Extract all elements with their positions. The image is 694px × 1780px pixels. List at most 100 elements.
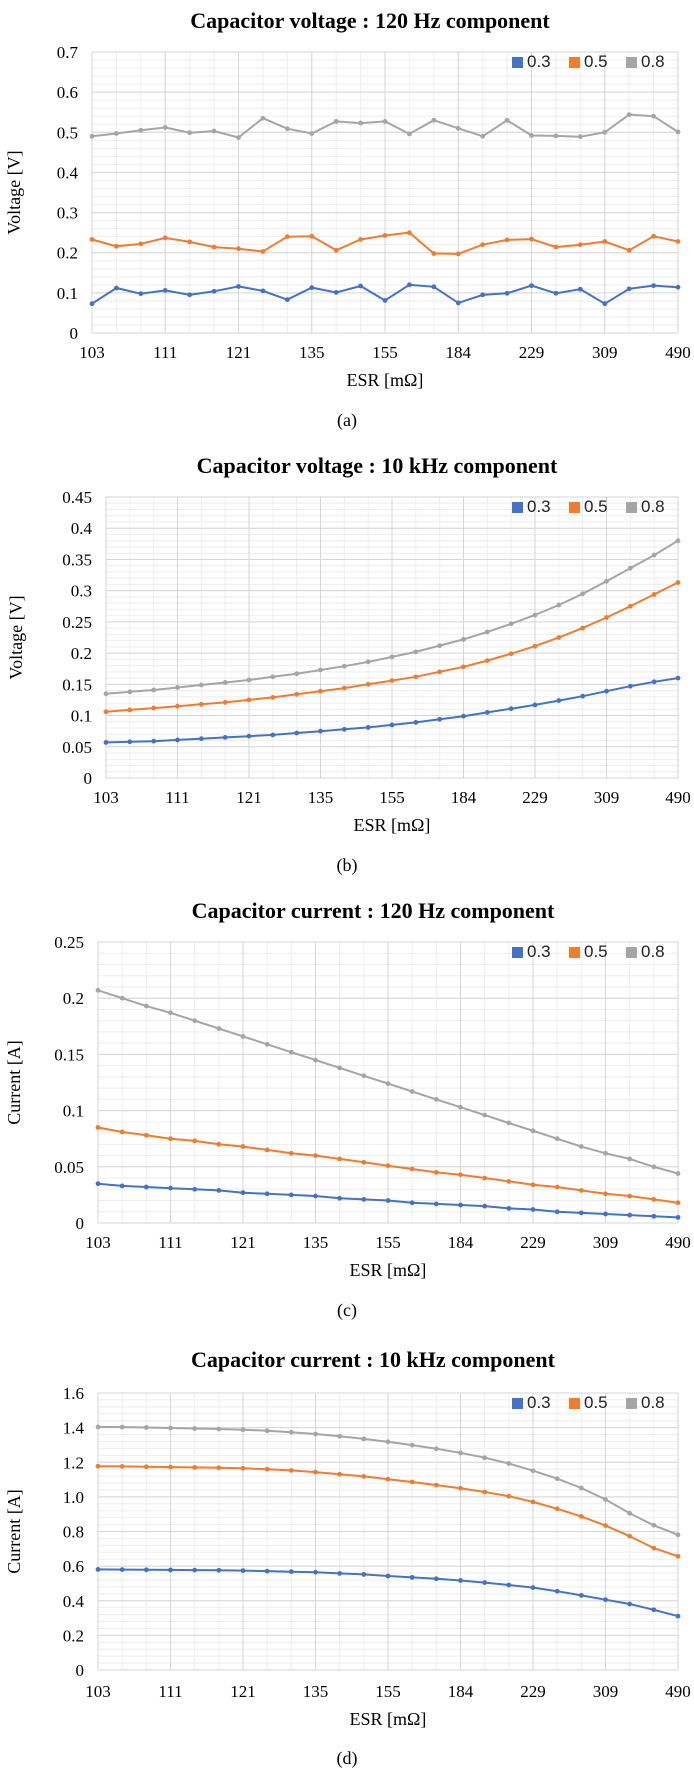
data-point: [604, 615, 609, 620]
x-tick-label: 229: [520, 1233, 546, 1252]
y-tick-label: 0.25: [62, 613, 92, 632]
data-point: [341, 663, 347, 669]
data-point: [294, 671, 300, 677]
y-tick-label: 1.2: [63, 1453, 84, 1472]
data-point: [89, 301, 95, 307]
x-axis-label-a: ESR [mΩ]: [347, 370, 424, 390]
data-point: [458, 1485, 463, 1491]
data-point: [484, 710, 490, 715]
legend-swatch-0.3: [512, 57, 523, 68]
chart-panel-c: 0 0.05 0.1 0.15 0.2 0.25 103 111 121 135 155 184 229…: [0, 890, 694, 1290]
x-tick-label: 309: [593, 1682, 619, 1701]
data-point: [103, 740, 109, 745]
data-point: [240, 1427, 246, 1433]
y-tick-label: 1.6: [63, 1384, 84, 1403]
data-point: [651, 1607, 657, 1613]
data-point: [409, 1442, 415, 1448]
data-point: [222, 680, 228, 685]
data-point: [365, 681, 371, 687]
data-point: [413, 649, 419, 655]
chart-title-c: Capacitor current : 120 Hz component: [192, 898, 555, 923]
data-point: [530, 1468, 536, 1474]
data-point: [577, 134, 583, 140]
data-point: [482, 1580, 488, 1585]
data-point: [385, 1573, 391, 1579]
data-point: [578, 1592, 584, 1598]
data-point: [651, 679, 657, 685]
data-point: [556, 602, 562, 608]
data-point: [602, 129, 608, 135]
legend-swatch-0.5: [569, 502, 580, 513]
data-point: [482, 1175, 488, 1181]
data-point: [675, 1553, 681, 1559]
data-point: [211, 244, 217, 250]
data-point: [143, 1003, 149, 1009]
data-point: [675, 1613, 681, 1619]
x-tick-label: 121: [230, 1682, 256, 1701]
data-point: [309, 131, 315, 136]
data-point: [95, 1567, 101, 1572]
data-point: [313, 1569, 318, 1575]
x-tick-label: 229: [519, 343, 545, 362]
data-point: [385, 1439, 391, 1445]
data-point: [433, 1201, 439, 1207]
x-tick-label: 184: [448, 1233, 474, 1252]
data-point: [236, 284, 241, 289]
data-point: [337, 1433, 343, 1439]
data-point: [651, 233, 656, 239]
data-point: [162, 235, 168, 241]
legend-label-0.3: 0.3: [527, 52, 551, 71]
data-point: [284, 126, 290, 132]
caption-d: (d): [336, 1748, 358, 1768]
data-point: [651, 552, 657, 558]
data-point: [577, 286, 583, 292]
data-point: [675, 538, 681, 544]
data-point: [103, 709, 109, 715]
data-point: [626, 286, 632, 292]
legend-swatch-0.5: [569, 947, 580, 958]
data-point: [603, 1211, 608, 1217]
chart-c-svg: 0 0.05 0.1 0.15 0.2 0.25 103 111 121 135 155 184 229…: [4, 898, 691, 1280]
data-point: [480, 292, 486, 298]
data-point: [361, 1474, 367, 1479]
chart-title-b: Capacitor voltage : 10 kHz component: [197, 453, 558, 478]
data-point: [361, 1436, 367, 1442]
data-point: [127, 707, 133, 713]
data-point: [651, 592, 657, 597]
data-point: [222, 735, 228, 740]
x-tick-label: 490: [665, 788, 691, 807]
data-point: [530, 1128, 536, 1134]
data-point: [675, 284, 681, 290]
data-point: [675, 580, 681, 585]
data-point: [151, 705, 157, 711]
data-point: [407, 230, 412, 236]
data-point: [175, 685, 180, 690]
x-tick-label: 111: [158, 1682, 182, 1701]
data-point: [506, 1179, 512, 1184]
data-point: [532, 612, 538, 618]
x-tick-label: 135: [299, 343, 325, 362]
data-point: [553, 244, 559, 250]
data-point: [578, 1144, 584, 1149]
data-point: [455, 300, 461, 306]
data-point: [529, 236, 534, 242]
data-point: [313, 1153, 318, 1158]
data-point: [382, 233, 388, 238]
x-axis-label-c: ESR [mΩ]: [350, 1260, 427, 1280]
data-point: [626, 247, 632, 253]
y-tick-label: 0: [76, 1214, 85, 1233]
data-point: [603, 1150, 608, 1156]
data-point: [333, 290, 339, 295]
caption-c: (c): [337, 1300, 357, 1320]
data-point: [143, 1425, 149, 1430]
data-point: [506, 1205, 512, 1211]
data-point: [216, 1188, 222, 1193]
data-point: [361, 1073, 367, 1079]
data-point: [358, 237, 363, 242]
x-tick-label: 111: [158, 1233, 182, 1252]
data-point: [236, 135, 241, 140]
data-point: [143, 1567, 149, 1573]
legend-swatch-0.5: [569, 1398, 580, 1409]
y-tick-label: 0.2: [71, 644, 92, 663]
data-point: [365, 659, 371, 665]
